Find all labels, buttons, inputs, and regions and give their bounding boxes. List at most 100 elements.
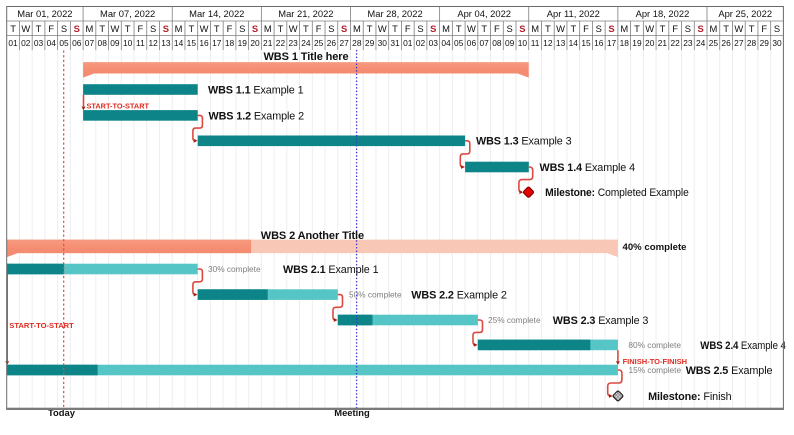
svg-text:01: 01 [403, 38, 413, 48]
svg-text:W: W [645, 23, 654, 34]
svg-text:26: 26 [721, 38, 731, 48]
svg-text:50% complete: 50% complete [349, 290, 402, 300]
svg-text:24: 24 [301, 38, 311, 48]
svg-text:T: T [660, 23, 666, 34]
svg-text:17: 17 [607, 38, 617, 48]
svg-text:Apr 11, 2022: Apr 11, 2022 [547, 8, 600, 19]
svg-text:F: F [48, 23, 54, 34]
svg-text:05: 05 [454, 38, 464, 48]
svg-text:WBS 2.5 Example: WBS 2.5 Example [686, 365, 773, 377]
svg-text:M: M [86, 23, 94, 34]
svg-text:S: S [774, 23, 780, 34]
svg-text:F: F [405, 23, 411, 34]
svg-text:Mar 21, 2022: Mar 21, 2022 [278, 8, 333, 19]
svg-text:16: 16 [594, 38, 604, 48]
svg-text:S: S [430, 23, 436, 34]
svg-text:WBS 1.1 Example 1: WBS 1.1 Example 1 [208, 84, 304, 96]
svg-text:T: T [570, 23, 576, 34]
svg-text:25: 25 [314, 38, 324, 48]
svg-text:28: 28 [747, 38, 757, 48]
svg-text:T: T [456, 23, 462, 34]
svg-text:F: F [672, 23, 678, 34]
svg-text:15% complete: 15% complete [629, 365, 682, 375]
svg-text:Mar 07, 2022: Mar 07, 2022 [100, 8, 155, 19]
svg-text:21: 21 [263, 38, 273, 48]
svg-text:T: T [188, 23, 194, 34]
svg-text:W: W [734, 23, 743, 34]
svg-text:W: W [556, 23, 565, 34]
svg-text:02: 02 [416, 38, 426, 48]
svg-text:07: 07 [480, 38, 490, 48]
svg-text:40% complete: 40% complete [623, 242, 687, 253]
svg-text:W: W [200, 23, 209, 34]
svg-text:20: 20 [250, 38, 260, 48]
svg-text:08: 08 [98, 38, 108, 48]
svg-text:T: T [125, 23, 131, 34]
svg-text:29: 29 [365, 38, 375, 48]
svg-text:WBS 1.3 Example 3: WBS 1.3 Example 3 [476, 136, 572, 148]
svg-text:28: 28 [352, 38, 362, 48]
svg-text:13: 13 [556, 38, 566, 48]
svg-text:S: S [74, 23, 80, 34]
svg-text:F: F [583, 23, 589, 34]
svg-text:Milestone: Completed Example: Milestone: Completed Example [545, 187, 689, 199]
svg-text:S: S [417, 23, 423, 34]
svg-text:WBS 2 Another Title: WBS 2 Another Title [261, 230, 364, 242]
svg-text:T: T [723, 23, 729, 34]
svg-text:24: 24 [696, 38, 706, 48]
svg-text:19: 19 [238, 38, 248, 48]
svg-text:12: 12 [148, 38, 158, 48]
svg-text:S: S [163, 23, 169, 34]
svg-text:S: S [698, 23, 704, 34]
svg-text:S: S [328, 23, 334, 34]
svg-text:Today: Today [48, 407, 76, 418]
svg-text:07: 07 [85, 38, 95, 48]
svg-text:27: 27 [339, 38, 349, 48]
svg-text:30% complete: 30% complete [208, 264, 261, 274]
svg-text:15: 15 [187, 38, 197, 48]
svg-text:09: 09 [505, 38, 515, 48]
svg-text:W: W [467, 23, 476, 34]
svg-text:M: M [620, 23, 628, 34]
svg-text:F: F [138, 23, 144, 34]
svg-text:T: T [214, 23, 220, 34]
svg-text:S: S [150, 23, 156, 34]
svg-text:09: 09 [110, 38, 120, 48]
svg-text:23: 23 [289, 38, 299, 48]
svg-text:18: 18 [225, 38, 235, 48]
svg-text:S: S [341, 23, 347, 34]
svg-text:80% complete: 80% complete [628, 340, 681, 350]
svg-text:WBS 2.3 Example 3: WBS 2.3 Example 3 [553, 315, 649, 327]
svg-text:Apr 04, 2022: Apr 04, 2022 [457, 8, 511, 19]
svg-text:11: 11 [531, 38, 540, 48]
svg-text:S: S [685, 23, 691, 34]
svg-text:Mar 14, 2022: Mar 14, 2022 [189, 8, 244, 19]
svg-text:14: 14 [174, 38, 184, 48]
svg-text:T: T [36, 23, 42, 34]
svg-text:T: T [303, 23, 309, 34]
svg-text:WBS 1.4 Example 4: WBS 1.4 Example 4 [540, 162, 636, 174]
svg-text:26: 26 [327, 38, 337, 48]
svg-text:W: W [378, 23, 387, 34]
svg-text:F: F [316, 23, 322, 34]
svg-text:10: 10 [123, 38, 133, 48]
svg-text:T: T [749, 23, 755, 34]
svg-text:M: M [175, 23, 183, 34]
svg-text:16: 16 [199, 38, 209, 48]
svg-text:06: 06 [72, 38, 82, 48]
svg-text:15: 15 [581, 38, 591, 48]
svg-text:WBS 1 Title here: WBS 1 Title here [264, 51, 349, 63]
svg-text:S: S [608, 23, 614, 34]
svg-text:M: M [353, 23, 361, 34]
svg-text:25: 25 [709, 38, 719, 48]
svg-text:START-TO-START: START-TO-START [87, 104, 150, 111]
svg-text:T: T [634, 23, 640, 34]
svg-text:T: T [278, 23, 284, 34]
svg-text:S: S [61, 23, 67, 34]
svg-text:S: S [507, 23, 513, 34]
svg-text:WBS 2.2 Example 2: WBS 2.2 Example 2 [411, 290, 507, 302]
svg-text:03: 03 [429, 38, 439, 48]
svg-text:WBS 2.1 Example 1: WBS 2.1 Example 1 [283, 264, 379, 276]
svg-text:Mar 28, 2022: Mar 28, 2022 [367, 8, 422, 19]
svg-text:T: T [10, 23, 16, 34]
